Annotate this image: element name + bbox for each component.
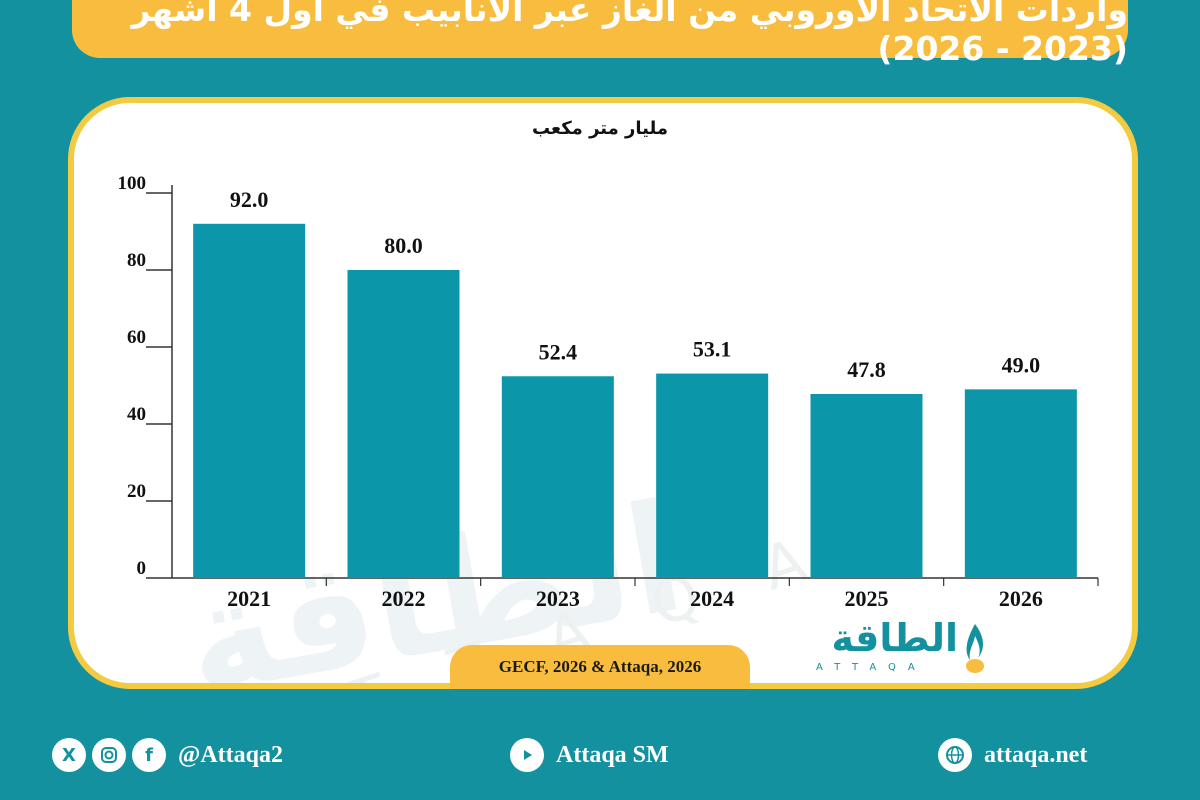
bar	[347, 270, 460, 578]
y-tick-label: 60	[127, 327, 146, 348]
facebook-icon[interactable]: f	[132, 738, 166, 772]
globe-icon	[938, 738, 972, 772]
social-links: X f @Attaqa2	[52, 735, 283, 775]
instagram-icon[interactable]	[92, 738, 126, 772]
logo-latin-text: ATTAQA	[816, 662, 927, 673]
bar	[656, 373, 769, 578]
x-tick-label: 2025	[845, 586, 889, 611]
x-tick-label: 2026	[999, 586, 1043, 611]
bar	[810, 393, 923, 578]
chart-title: واردات الاتحاد الأوروبي من الغاز عبر الأ…	[131, 0, 1128, 68]
website-link[interactable]: attaqa.net	[938, 735, 1087, 775]
bar-value-label: 80.0	[384, 233, 423, 258]
social-handle[interactable]: @Attaqa2	[178, 741, 283, 768]
flame-icon	[966, 624, 984, 673]
bar-value-label: 47.8	[847, 357, 886, 382]
bar-value-label: 52.4	[539, 339, 578, 364]
bar	[964, 389, 1077, 578]
y-tick-label: 80	[127, 250, 146, 271]
footer: X f @Attaqa2 Attaqa SM attaqa.net	[0, 735, 1200, 775]
youtube-label: Attaqa SM	[556, 741, 669, 768]
bar-value-label: 53.1	[693, 337, 732, 362]
y-tick-label: 20	[127, 481, 146, 502]
y-tick-label: 100	[118, 173, 147, 194]
x-icon[interactable]: X	[52, 738, 86, 772]
bar-value-label: 92.0	[230, 187, 269, 212]
source-label: GECF, 2026 & Attaqa, 2026	[450, 645, 750, 689]
y-tick-label: 40	[127, 404, 146, 425]
x-tick-label: 2022	[382, 586, 426, 611]
bar	[501, 376, 614, 578]
attaqa-logo: الطاقة ATTAQA	[808, 616, 998, 682]
youtube-icon	[510, 738, 544, 772]
bar-value-label: 49.0	[1002, 352, 1041, 377]
x-tick-label: 2023	[536, 586, 580, 611]
bar	[193, 223, 306, 579]
website-url: attaqa.net	[984, 741, 1088, 768]
youtube-link[interactable]: Attaqa SM	[510, 735, 669, 775]
logo-arabic-text: الطاقة	[831, 616, 958, 660]
chart-title-banner: واردات الاتحاد الأوروبي من الغاز عبر الأ…	[72, 0, 1128, 68]
x-tick-label: 2021	[227, 586, 271, 611]
y-tick-label: 0	[137, 558, 147, 579]
x-tick-label: 2024	[690, 586, 734, 611]
y-axis-unit-label: مليار متر مكعب	[531, 118, 668, 139]
